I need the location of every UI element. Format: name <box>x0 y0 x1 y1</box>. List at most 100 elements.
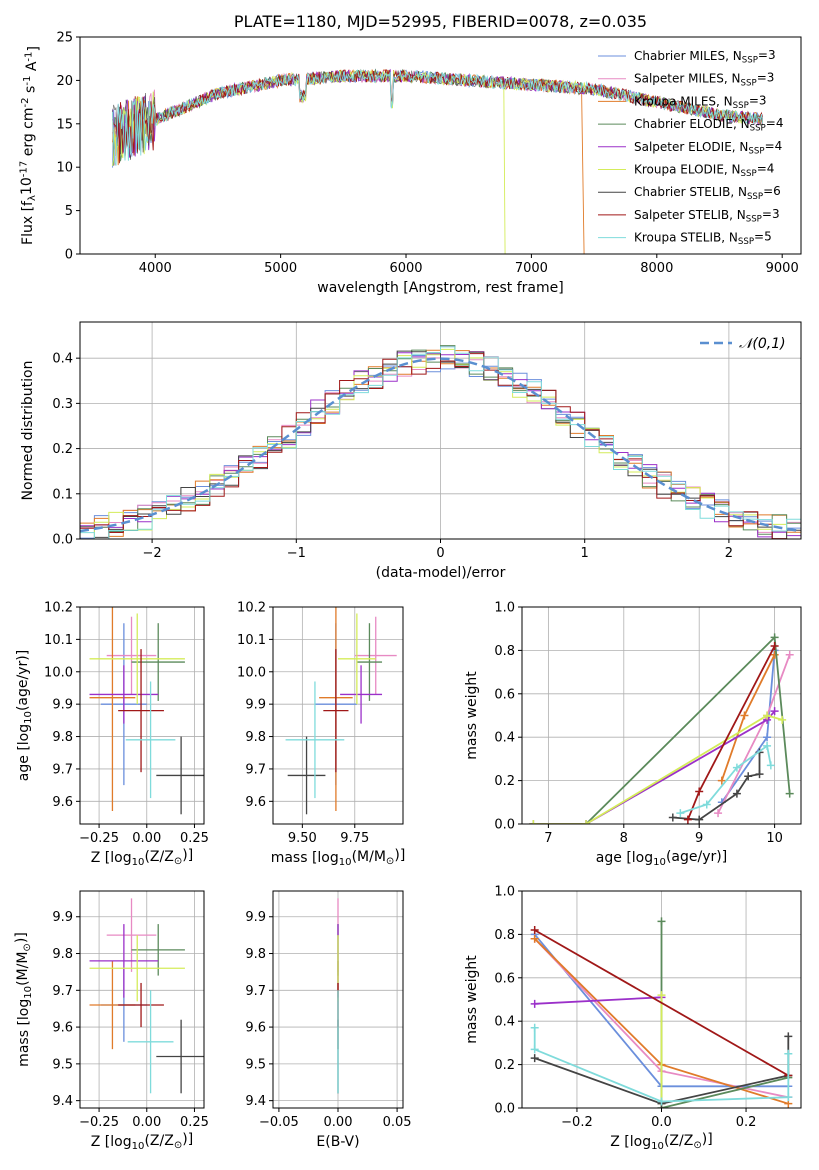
weight-marker <box>702 800 711 809</box>
axes-frame <box>79 606 205 825</box>
y-tick-label: 20 <box>56 74 73 89</box>
x-tick-label: 8 <box>620 831 628 846</box>
weight-marker <box>784 1093 793 1102</box>
x-axis-label: Z [log10​(Z/Z⊙​)] <box>91 848 193 868</box>
weight-line <box>687 645 776 821</box>
weight-marker <box>714 809 723 818</box>
y-tick-label: 0.0 <box>52 533 73 548</box>
y-tick-label: 9.9 <box>245 910 266 925</box>
x-tick-label: −0.05 <box>259 1115 299 1130</box>
legend-label: Kroupa ELODIE, NSSP​=4 <box>634 161 774 179</box>
histogram-step <box>80 350 801 539</box>
weight-marker <box>530 926 539 935</box>
weight-marker <box>657 917 666 926</box>
weight-marker <box>676 809 685 818</box>
weight-marker <box>784 1032 793 1041</box>
axes-frame <box>79 321 802 540</box>
x-tick-label: 0.25 <box>180 1115 209 1130</box>
y-tick-label: 0.4 <box>52 352 73 367</box>
y-tick-label: 0.8 <box>494 644 515 659</box>
y-axis-label: Flux [fλ​10-17​ erg cm-2​ s-1​ A-1​] <box>18 46 42 245</box>
x-tick-label: 0 <box>436 546 444 561</box>
weight-marker <box>668 813 677 822</box>
weight-marker <box>744 772 753 781</box>
y-axis-label: age [log10​(age/yr)] <box>15 650 34 781</box>
y-tick-label: 10.1 <box>237 633 266 648</box>
weight-marker <box>530 1054 539 1063</box>
weight-line <box>660 921 789 1108</box>
y-tick-label: 9.8 <box>245 730 266 745</box>
x-tick-label: 0.00 <box>324 1115 353 1130</box>
x-axis-label: (data-model)/error <box>376 565 506 581</box>
weight-marker <box>766 761 775 770</box>
y-tick-label: 9.6 <box>52 1021 73 1036</box>
y-tick-label: 5 <box>65 204 73 219</box>
legend-label: Kroupa STELIB, NSSP​=5 <box>634 230 772 248</box>
y-tick-label: 9.9 <box>52 910 73 925</box>
x-axis-label: age [log10​(age/yr)] <box>596 849 727 868</box>
x-tick-label: 7 <box>544 831 552 846</box>
weight-marker <box>740 711 749 720</box>
weight-marker <box>770 650 779 659</box>
x-tick-label: 9 <box>695 831 703 846</box>
y-tick-label: 0.0 <box>494 1102 515 1117</box>
plot-area <box>529 633 794 824</box>
axes-frame <box>272 890 404 1109</box>
weight-marker <box>755 770 764 779</box>
weight-line <box>534 929 789 1077</box>
x-axis-label: wavelength [Angstrom, rest frame] <box>317 280 563 296</box>
x-tick-label: 1 <box>581 546 589 561</box>
x-tick-label: 9.75 <box>340 831 369 846</box>
y-tick-label: 10.0 <box>237 665 266 680</box>
plot-area <box>89 607 204 815</box>
y-tick-label: 9.8 <box>52 730 73 745</box>
legend-label: Salpeter ELODIE, NSSP​=4 <box>634 139 782 157</box>
y-tick-label: 0.6 <box>494 687 515 702</box>
y-tick-label: 9.5 <box>52 1057 73 1072</box>
y-axis-label: mass weight <box>464 955 480 1044</box>
weight-marker <box>785 650 794 659</box>
x-tick-label: 6000 <box>389 261 422 276</box>
x-tick-label: 2 <box>725 546 733 561</box>
histogram-step <box>80 355 801 539</box>
x-tick-label: 8000 <box>640 261 673 276</box>
weight-marker <box>763 733 772 742</box>
y-tick-label: 1.0 <box>494 885 515 900</box>
weight-marker <box>530 999 539 1008</box>
y-tick-label: 0.4 <box>494 1015 515 1030</box>
y-axis-label: mass [log10​(M/M⊙​)] <box>14 932 34 1067</box>
axes-frame <box>272 606 404 825</box>
weight-line <box>672 752 761 821</box>
weight-marker <box>530 934 539 943</box>
spectrum-line <box>112 70 763 160</box>
y-tick-label: 9.6 <box>245 1021 266 1036</box>
x-axis-label: E(B-V) <box>316 1134 359 1150</box>
weight-marker <box>530 1023 539 1032</box>
y-tick-label: 9.6 <box>52 795 73 810</box>
y-tick-label: 0.6 <box>494 971 515 986</box>
y-tick-label: 0.3 <box>52 397 73 412</box>
y-tick-label: 0.8 <box>494 928 515 943</box>
x-tick-label: −0.25 <box>79 1115 119 1130</box>
y-tick-label: 0.2 <box>494 1058 515 1073</box>
x-tick-label: −2 <box>143 546 162 561</box>
x-axis-label: Z [log10​(Z/Z⊙​)] <box>91 1132 193 1152</box>
spectrum-line <box>112 69 764 166</box>
y-tick-label: 9.4 <box>52 1094 73 1109</box>
x-axis-label: Z [log10​(Z/Z⊙​)] <box>610 1132 712 1152</box>
x-tick-label: 4000 <box>139 261 172 276</box>
weight-marker <box>770 707 779 716</box>
weight-marker <box>785 789 794 798</box>
plot-area <box>285 607 397 815</box>
y-tick-label: 9.8 <box>245 947 266 962</box>
weight-marker <box>582 820 591 824</box>
y-tick-label: 9.5 <box>245 1057 266 1072</box>
y-tick-label: 10.2 <box>44 601 73 616</box>
y-axis-label: mass weight <box>464 671 480 760</box>
weight-marker <box>770 633 779 642</box>
y-tick-label: 9.6 <box>245 795 266 810</box>
weight-marker <box>529 820 538 824</box>
plot-area <box>530 917 793 1108</box>
x-tick-label: 0.0 <box>651 1115 672 1130</box>
weight-marker <box>695 787 704 796</box>
